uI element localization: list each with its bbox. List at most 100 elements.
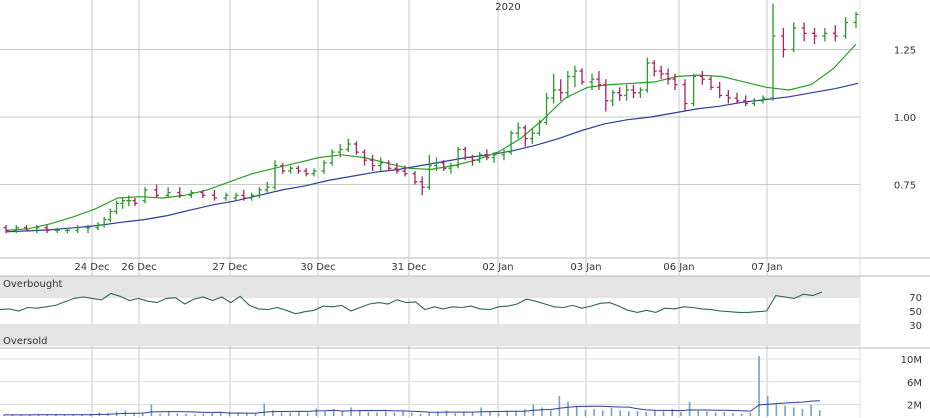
volume-bar — [723, 412, 726, 416]
ohlc-bar — [717, 81, 723, 99]
date-tick-label: 07 Jan — [751, 262, 782, 273]
ohlc-bar — [101, 216, 107, 228]
volume-bar — [402, 411, 404, 416]
ohlc-bar — [3, 225, 9, 234]
volume-bar — [228, 411, 231, 416]
volume-axis-labels: 10M 6M 2M — [901, 355, 922, 412]
ohlc-bar — [558, 79, 564, 101]
volume-bar — [419, 413, 422, 416]
ohlc-bar — [337, 144, 343, 158]
ohlc-bar — [241, 189, 247, 201]
ohlc-bar — [54, 227, 60, 234]
oscillator-tick-label: 30 — [909, 321, 922, 332]
volume-bar — [775, 404, 778, 416]
volume-bar — [506, 410, 509, 416]
volume-bar — [740, 413, 743, 416]
date-tick-label: 30 Dec — [300, 262, 335, 273]
volume-bar — [706, 411, 708, 416]
ohlc-bar — [484, 149, 490, 161]
ohlc-bar — [120, 198, 126, 209]
volume-bar — [81, 414, 83, 416]
ohlc-bar — [280, 162, 286, 174]
overbought-band — [0, 276, 860, 298]
volume-bar — [237, 412, 239, 416]
ohlc-bar — [434, 157, 440, 171]
volume-bar — [567, 401, 569, 416]
date-axis-labels: 24 Dec 26 Dec 27 Dec 30 Dec 31 Dec 02 Jan 03 J… — [74, 262, 782, 273]
volume-bar — [133, 413, 135, 416]
volume-bar — [63, 414, 66, 416]
volume-bar — [263, 403, 266, 416]
ohlc-bar — [233, 192, 239, 201]
ohlc-bar — [770, 3, 776, 101]
ohlc-bar — [491, 152, 497, 163]
volume-bar — [792, 407, 795, 416]
ohlc-bar — [142, 187, 148, 204]
volume-bar — [541, 407, 543, 416]
ohlc-bar — [751, 98, 757, 107]
volume-bar — [801, 409, 804, 416]
volume-bar — [376, 412, 378, 416]
ohlc-bar — [515, 122, 521, 139]
volume-bar — [610, 408, 613, 416]
ohlc-bar — [455, 146, 461, 169]
ohlc-bar — [743, 95, 749, 107]
ohlc-bar — [812, 27, 817, 45]
volume-bar — [758, 356, 760, 416]
volume-bar — [55, 414, 57, 416]
ohlc-bar — [321, 160, 327, 174]
volume-bar — [324, 411, 326, 416]
volume-bar — [358, 410, 361, 416]
volume-bar — [471, 412, 474, 416]
volume-bar — [445, 410, 448, 416]
ohlc-bar — [596, 71, 602, 90]
volume-bar — [549, 410, 552, 416]
ohlc-bar — [760, 95, 766, 104]
ohlc-bar — [682, 79, 688, 112]
ohlc-bar — [378, 157, 384, 171]
oscillator-line-path — [0, 291, 823, 315]
price-tick-label: 0.75 — [894, 181, 916, 192]
volume-bar — [3, 414, 5, 416]
volume-bar — [619, 410, 621, 416]
date-tick-label: 02 Jan — [482, 262, 513, 273]
volume-bar — [29, 414, 31, 416]
ohlc-bar — [791, 22, 797, 53]
overbought-label: Overbought — [3, 279, 63, 290]
ohlc-bar — [114, 200, 119, 215]
volume-bar — [732, 413, 734, 416]
volume-bar — [246, 413, 248, 416]
ohlc-bar — [725, 90, 731, 104]
ohlc-bar — [853, 11, 859, 28]
ohlc-bar — [426, 154, 432, 190]
ohlc-bar — [386, 160, 392, 171]
volume-bar — [680, 412, 682, 416]
ohlc-bar — [188, 189, 194, 198]
ohlc-bar — [200, 189, 206, 198]
oscillator-tick-label: 50 — [909, 307, 922, 318]
ohlc-bar — [165, 187, 171, 198]
date-tick-label: 31 Dec — [391, 262, 426, 273]
volume-bar — [749, 412, 752, 416]
ohlc-bar — [177, 187, 183, 198]
volume-bar — [315, 408, 318, 416]
ohlc-bar — [44, 225, 50, 234]
ohlc-bar — [441, 160, 447, 171]
ohlc-bar — [603, 79, 609, 112]
ohlc-bar — [631, 84, 636, 99]
ohlc-bar — [249, 192, 255, 201]
volume-bar — [167, 411, 170, 416]
ohlc-bar — [272, 160, 278, 190]
ohlc-bar — [353, 141, 359, 155]
ohlc-bar — [665, 68, 671, 85]
long-moving-average — [5, 82, 859, 233]
ohlc-bars — [3, 3, 859, 234]
ohlc-bar — [624, 84, 630, 101]
year-label: 2020 — [495, 2, 520, 13]
volume-bar — [185, 413, 187, 416]
ohlc-bar — [370, 154, 376, 171]
date-tick-label: 03 Jan — [570, 262, 601, 273]
volume-bar — [72, 414, 75, 416]
volume-bar — [176, 413, 179, 416]
volume-average-line — [4, 400, 821, 416]
